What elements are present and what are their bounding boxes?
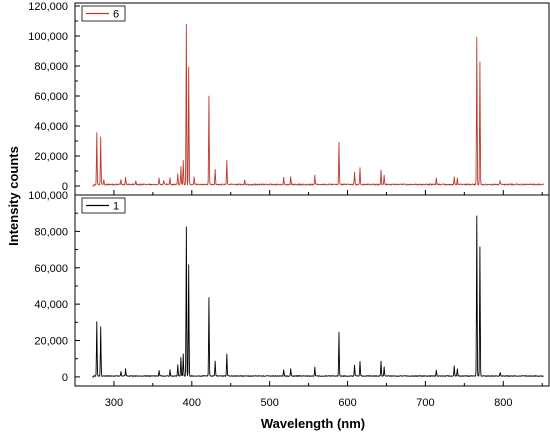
y-tick-label-1-1: 20,000 (34, 336, 68, 348)
x-tick-label-1: 400 (183, 397, 201, 409)
y-tick-label-6-5: 100,000 (28, 31, 68, 43)
y-tick-label-6-0: 0 (62, 181, 68, 193)
series-line-1 (92, 215, 544, 378)
y-tick-label-1-2: 40,000 (34, 299, 68, 311)
y-tick-label-1-3: 60,000 (34, 263, 68, 275)
y-tick-label-6-3: 60,000 (34, 91, 68, 103)
panel-frame-1 (74, 194, 550, 387)
y-tick-label-1-5: 100,000 (28, 190, 68, 202)
x-tick-label-3: 600 (338, 397, 356, 409)
x-tick-label-4: 700 (416, 397, 434, 409)
y-tick-label-1-0: 0 (62, 372, 68, 384)
y-tick-label-6-4: 80,000 (34, 61, 68, 73)
y-tick-label-6-2: 40,000 (34, 121, 68, 133)
legend-label-6: 6 (113, 9, 119, 21)
series-line-6 (92, 23, 545, 187)
x-axis-title: Wavelength (nm) (261, 416, 365, 431)
x-tick-label-5: 800 (494, 397, 512, 409)
x-tick-label-0: 300 (105, 397, 123, 409)
y-axis-title: Intensity counts (6, 146, 21, 246)
y-tick-label-6-1: 20,000 (34, 151, 68, 163)
y-tick-label-1-4: 80,000 (34, 226, 68, 238)
x-tick-label-2: 500 (260, 397, 278, 409)
legend-label-1: 1 (113, 201, 119, 213)
y-tick-label-6-6: 120,000 (28, 1, 68, 13)
